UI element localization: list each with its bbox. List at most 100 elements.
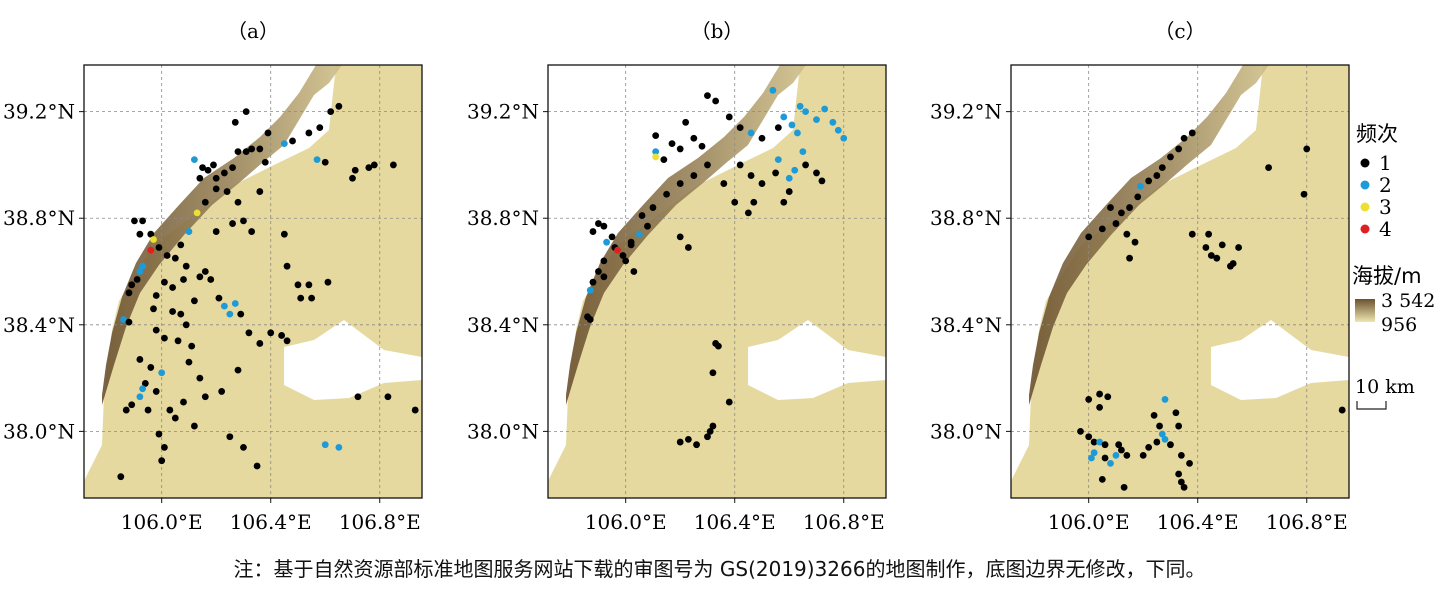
event-point [622, 257, 630, 265]
event-point [684, 244, 692, 251]
legend-marker-2 [1360, 180, 1370, 190]
lon-tick-label: 106.0°E [585, 510, 667, 534]
event-point [614, 246, 621, 254]
event-point [256, 340, 264, 347]
event-point [365, 164, 373, 171]
lat-tick-label: 38.0°N [3, 419, 75, 443]
event-point [785, 174, 793, 182]
map-frame [547, 64, 887, 499]
event-point [769, 86, 777, 94]
event-point [785, 188, 793, 195]
event-point [384, 393, 392, 401]
event-point [1077, 427, 1084, 435]
figure-caption: 注：基于自然资源部标准地图服务网站下载的审图号为 GS(2019)3266的地图… [233, 557, 1206, 581]
event-point [660, 156, 668, 163]
event-point [237, 310, 245, 318]
event-point [158, 457, 166, 465]
event-point [1096, 390, 1103, 398]
legend-label-1: 1 [1379, 151, 1392, 175]
event-point [190, 297, 198, 305]
event-point [215, 294, 223, 302]
panel-label: （c） [1154, 19, 1205, 43]
event-point [644, 222, 651, 230]
event-point [791, 166, 799, 174]
event-point [234, 366, 242, 374]
event-point [248, 145, 256, 153]
event-point [1167, 441, 1174, 449]
lat-tick-label: 38.4°N [467, 313, 539, 337]
event-point [1207, 252, 1215, 259]
panel-label: （a） [227, 19, 279, 43]
event-point [161, 334, 168, 342]
event-point [223, 188, 231, 195]
elevation-basemap [84, 65, 422, 498]
event-point [335, 102, 343, 110]
event-point [821, 105, 829, 113]
event-point [354, 393, 362, 401]
event-point [1085, 433, 1093, 441]
event-point [731, 198, 739, 206]
event-point [177, 241, 185, 249]
legend-marker-3 [1360, 202, 1370, 212]
event-point [704, 92, 711, 100]
event-point [1137, 182, 1144, 190]
event-point [1117, 209, 1125, 217]
event-point [1180, 134, 1188, 142]
event-point [316, 124, 324, 132]
event-point [709, 422, 717, 430]
event-point [242, 108, 250, 116]
event-point [690, 134, 698, 142]
legend-label-2: 2 [1379, 173, 1392, 197]
event-point [190, 156, 198, 163]
lat-tick-label: 38.0°N [930, 419, 1002, 443]
lat-tick-label: 39.2°N [930, 100, 1002, 124]
event-point [774, 124, 782, 132]
event-point [834, 126, 842, 134]
event-point [1177, 451, 1185, 459]
event-point [1175, 422, 1183, 430]
event-point [128, 401, 136, 409]
event-point [161, 278, 168, 286]
event-point [1180, 483, 1188, 491]
map-panel-c: （c） 39.2°N 38.8°N 38.4°N 38.0°N 106.0°E 106.4°… [930, 19, 1350, 534]
event-point [758, 180, 766, 187]
event-point [256, 145, 264, 153]
event-point [1098, 225, 1106, 233]
event-point [1188, 129, 1196, 137]
event-point [139, 262, 147, 270]
event-point [1338, 406, 1346, 414]
event-point [174, 337, 182, 345]
event-point [813, 116, 820, 124]
lat-tick-label: 38.8°N [467, 206, 539, 230]
event-point [1153, 172, 1161, 179]
event-point [1107, 204, 1114, 211]
event-point [180, 398, 187, 406]
event-point [1218, 241, 1226, 249]
lon-tick-label: 106.8°E [1266, 510, 1348, 534]
event-point [196, 273, 204, 281]
event-point [169, 284, 176, 291]
event-point [1112, 220, 1120, 227]
event-point [411, 406, 419, 414]
event-point [1112, 451, 1120, 459]
event-point [136, 230, 144, 238]
event-point [248, 228, 256, 235]
event-point [1213, 254, 1221, 262]
event-point [586, 316, 594, 323]
event-point [603, 238, 611, 246]
event-point [589, 228, 597, 235]
event-point [1186, 459, 1193, 467]
event-point [327, 108, 335, 116]
event-point [120, 316, 127, 323]
event-point [1104, 393, 1112, 401]
event-point [794, 129, 801, 137]
event-point [289, 137, 296, 145]
map-frame [83, 64, 423, 499]
event-point [1188, 230, 1196, 238]
event-point [280, 140, 288, 148]
event-point [668, 140, 676, 148]
event-point [370, 161, 378, 169]
event-point [321, 441, 329, 449]
event-point [799, 148, 807, 156]
